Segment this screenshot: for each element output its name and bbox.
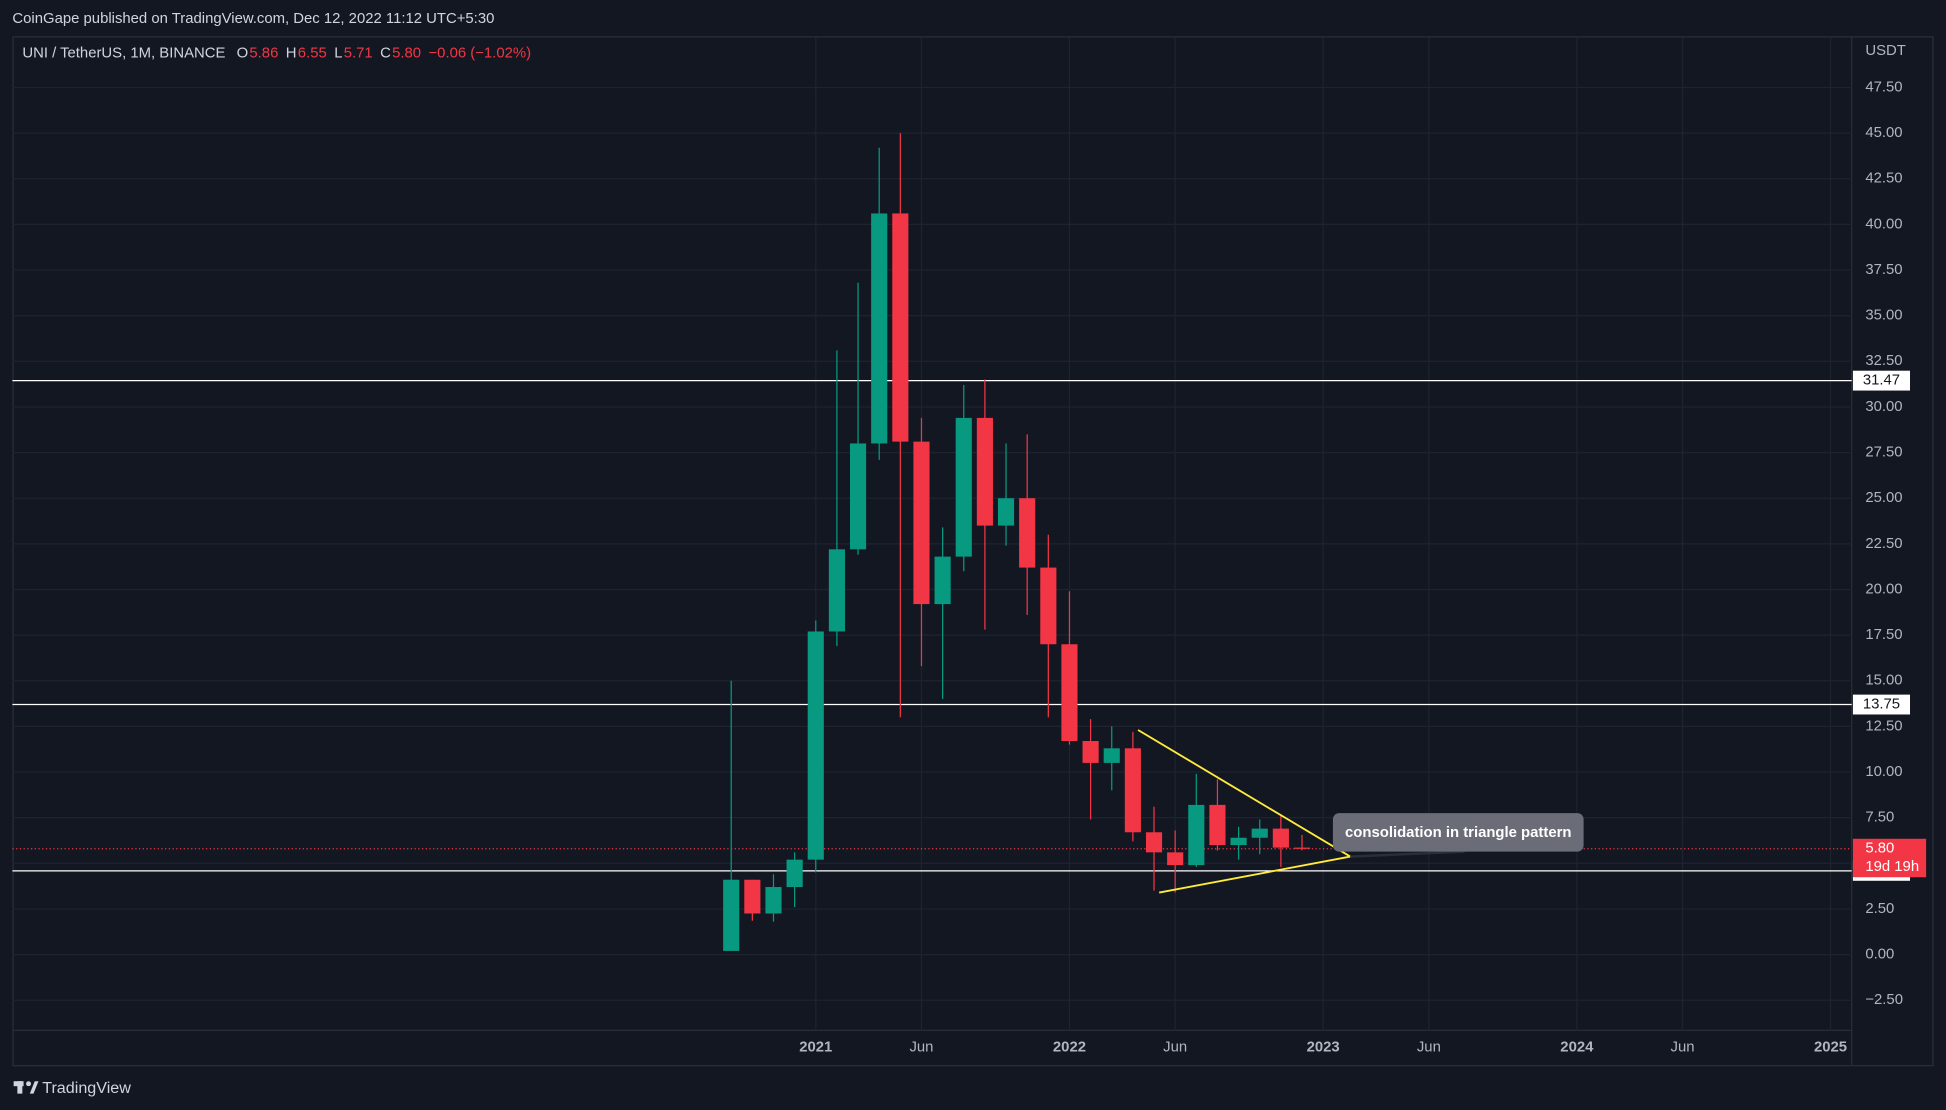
- level-label: 31.47: [1863, 373, 1900, 389]
- candle-body: [828, 549, 845, 632]
- y-tick-label: 0.00: [1865, 947, 1894, 963]
- legend-symbol: UNI / TetherUS, 1M, BINANCE: [22, 46, 225, 62]
- candle-body: [744, 879, 761, 914]
- logo: [17, 1081, 23, 1094]
- candle-body: [1188, 804, 1205, 866]
- y-tick-label: 27.50: [1865, 445, 1902, 461]
- countdown: 19d 19h: [1865, 859, 1919, 875]
- candle-body: [807, 631, 824, 860]
- x-tick-label: 2022: [1053, 1040, 1086, 1056]
- y-tick-label: 2.50: [1865, 901, 1894, 917]
- candle-body: [913, 441, 930, 605]
- x-tick-label: 2021: [799, 1040, 832, 1056]
- candle-body: [1272, 828, 1289, 848]
- candle-body: [1293, 847, 1311, 849]
- candle-body: [1103, 748, 1120, 763]
- candle-body: [871, 213, 888, 444]
- legend-value: 5.86: [249, 46, 278, 62]
- candle-body: [1061, 644, 1078, 741]
- y-tick-label: 20.00: [1865, 581, 1902, 597]
- candle-body: [1167, 852, 1184, 866]
- y-tick-label: 7.50: [1865, 810, 1894, 826]
- x-tick-label: Jun: [1671, 1040, 1695, 1056]
- annotation-box: [1332, 813, 1584, 852]
- brand: TradingView: [13, 1079, 131, 1097]
- levels: [12, 380, 1852, 872]
- trendline-lower: [1158, 855, 1351, 894]
- frame: [12, 36, 1934, 1067]
- triangle: [1137, 729, 1465, 894]
- candle-body: [1251, 828, 1268, 838]
- candle-body: [1230, 837, 1247, 846]
- candle-body: [1124, 748, 1141, 833]
- y-tick-label: 37.50: [1865, 262, 1902, 278]
- candles: [723, 133, 1311, 951]
- x-tick-label: Jun: [1163, 1040, 1187, 1056]
- axes: −2.500.002.505.007.5010.0012.5015.0017.5…: [799, 79, 1903, 1055]
- y-tick-label: 10.00: [1865, 764, 1902, 780]
- y-tick-label: 40.00: [1865, 216, 1902, 232]
- candle-body: [1209, 804, 1226, 846]
- level-label-bg: [1852, 694, 1911, 715]
- x-tick-label: 2025: [1814, 1040, 1847, 1056]
- y-tick-label: 25.00: [1865, 490, 1902, 506]
- candle-body: [849, 443, 867, 550]
- candle-body: [723, 879, 740, 951]
- candle-body: [765, 887, 782, 914]
- candle-body: [786, 859, 803, 888]
- trendline-upper: [1137, 729, 1351, 858]
- y-tick-label: 12.50: [1865, 718, 1902, 734]
- level-label-bg: [1852, 370, 1911, 391]
- last-price-label: 5.80: [1865, 841, 1894, 857]
- candle-body: [1019, 498, 1036, 568]
- candle-body: [892, 213, 909, 442]
- grid: [12, 37, 1852, 1031]
- x-tick-label: 2023: [1307, 1040, 1340, 1056]
- candle-body: [1145, 832, 1163, 853]
- annotation: consolidation in triangle pattern: [1345, 825, 1571, 841]
- callout-tail: [1350, 850, 1465, 858]
- candle-body: [955, 417, 972, 557]
- x-tick-label: Jun: [909, 1040, 933, 1056]
- y-tick-label: 17.50: [1865, 627, 1902, 643]
- y-tick-label: 32.50: [1865, 353, 1902, 369]
- y-axis-label: USDT: [1865, 43, 1906, 59]
- y-tick-label: 42.50: [1865, 171, 1902, 187]
- candle-body: [1082, 740, 1099, 763]
- y-tick-label: 47.50: [1865, 79, 1902, 95]
- x-tick-label: Jun: [1417, 1040, 1441, 1056]
- candle-body: [976, 417, 993, 526]
- candle-body: [997, 498, 1015, 526]
- y-tick-label: −2.50: [1865, 992, 1903, 1008]
- legend-change: −0.06 (−1.02%): [429, 46, 532, 62]
- brand-name: TradingView: [42, 1079, 131, 1097]
- logo: [26, 1081, 32, 1087]
- legend-value: 5.71: [344, 46, 373, 62]
- y-tick-label: 35.00: [1865, 308, 1902, 324]
- legend-value: 6.55: [298, 46, 327, 62]
- published-note: CoinGape published on TradingView.com, D…: [12, 11, 494, 27]
- legend-letter: C: [380, 46, 391, 62]
- legend: UNI / TetherUS, 1M, BINANCE O 5.86 H 6.55 L 5.…: [22, 46, 531, 62]
- last-price-bg: [1852, 838, 1927, 878]
- legend-letter: L: [334, 46, 342, 62]
- legend-value: 5.80: [392, 46, 421, 62]
- level-label: 13.75: [1863, 696, 1900, 712]
- legend-letter: H: [286, 46, 297, 62]
- y-tick-label: 15.00: [1865, 673, 1902, 689]
- y-tick-label: 45.00: [1865, 125, 1902, 141]
- logo: [29, 1081, 39, 1094]
- x-tick-label: 2024: [1560, 1040, 1594, 1056]
- candle-body: [934, 556, 951, 605]
- y-tick-label: 22.50: [1865, 536, 1902, 552]
- y-tick-label: 30.00: [1865, 399, 1902, 415]
- legend-letter: O: [237, 46, 249, 62]
- candle-body: [1040, 567, 1057, 645]
